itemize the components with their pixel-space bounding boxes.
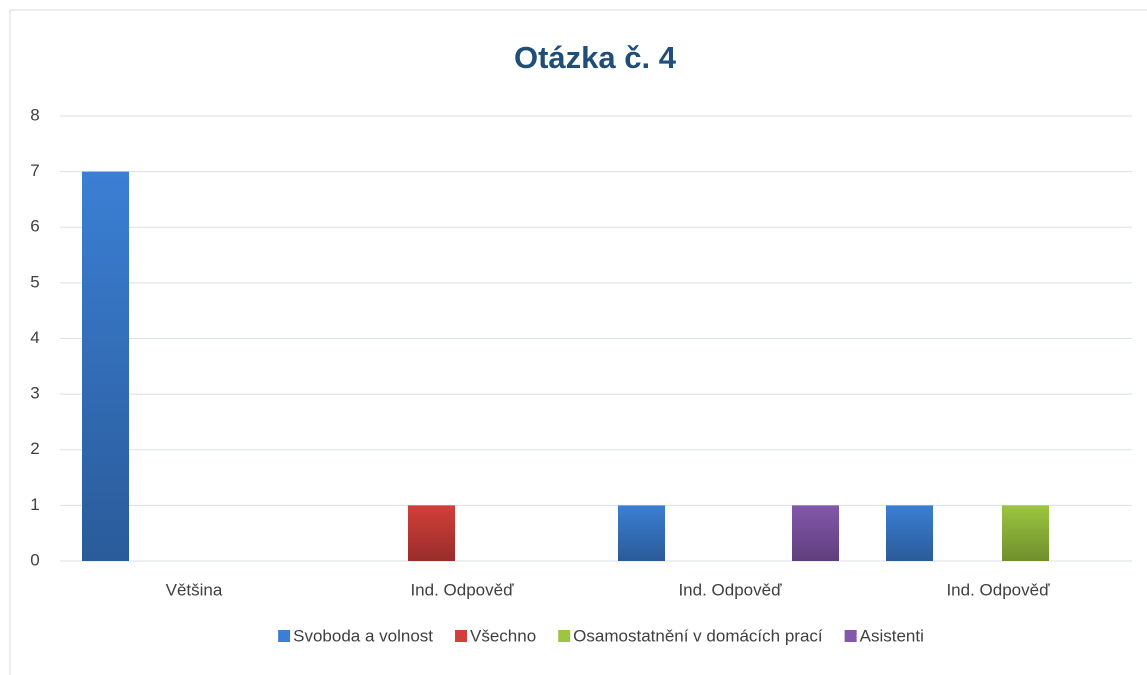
x-tick-label: Ind. Odpověď	[946, 580, 1050, 599]
legend-label: Svoboda a volnost	[293, 626, 433, 645]
bar	[408, 505, 455, 561]
bar	[618, 505, 665, 561]
x-tick-label: Ind. Odpověď	[678, 580, 782, 599]
x-tick-label: Většina	[166, 580, 223, 599]
y-tick-label: 1	[30, 495, 39, 514]
legend-swatch	[455, 630, 468, 642]
y-tick-label: 0	[30, 550, 39, 569]
y-tick-label: 5	[30, 272, 39, 291]
legend-item: Asistenti	[844, 626, 924, 645]
legend-swatch	[844, 630, 857, 642]
legend-swatch	[278, 630, 291, 642]
y-tick-label: 2	[30, 439, 39, 458]
y-tick-label: 3	[30, 384, 39, 403]
bar	[886, 505, 933, 561]
legend-item: Všechno	[455, 626, 536, 645]
legend-label: Asistenti	[860, 626, 924, 645]
bar	[82, 171, 129, 561]
y-tick-label: 8	[30, 105, 39, 124]
legend-label: Všechno	[470, 626, 536, 645]
y-tick-label: 4	[30, 328, 39, 347]
x-tick-label: Ind. Odpověď	[410, 580, 514, 599]
chart-title: Otázka č. 4	[514, 40, 677, 75]
y-tick-label: 6	[30, 217, 39, 236]
bar	[792, 505, 839, 561]
bar	[1002, 505, 1049, 561]
legend-swatch	[558, 630, 571, 642]
legend-label: Osamostatnění v domácích prací	[573, 626, 823, 645]
legend-item: Svoboda a volnost	[278, 626, 433, 645]
legend-item: Osamostatnění v domácích prací	[558, 626, 823, 645]
y-tick-label: 7	[30, 161, 39, 180]
